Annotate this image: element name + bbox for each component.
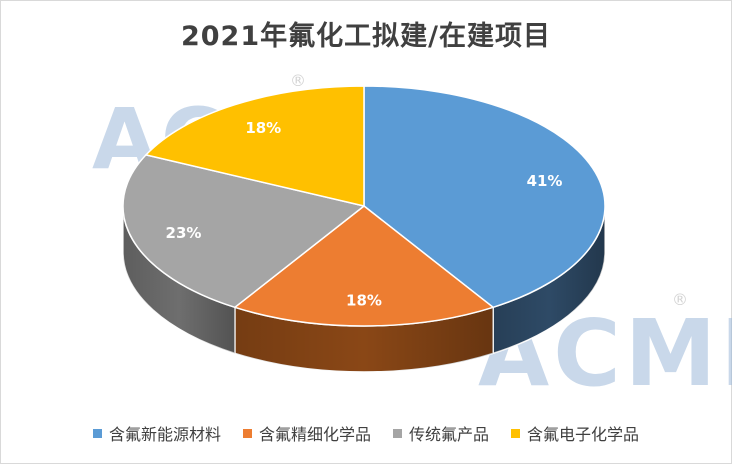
legend-swatch	[511, 428, 521, 438]
legend-item-electronic: 含氟电子化学品	[511, 421, 639, 445]
pie-top-layer	[122, 85, 606, 327]
legend-label: 含氟电子化学品	[527, 425, 640, 444]
legend-label: 传统氟产品	[409, 425, 490, 444]
legend-swatch	[242, 428, 252, 438]
svg-text:®: ®	[672, 290, 688, 309]
legend-label: 含氟精细化学品	[258, 425, 371, 444]
legend-swatch	[393, 428, 402, 438]
svg-text:®: ®	[290, 71, 306, 90]
pie-label-layer: 41% 18% 23% 18%	[166, 119, 563, 310]
pie-slice-new-energy	[363, 85, 606, 309]
pie-label-new-energy: 41%	[527, 172, 563, 190]
pie-side-shade	[123, 206, 235, 354]
legend-label: 含氟新能源材料	[108, 425, 221, 444]
pie-slice-fine-chemicals	[234, 205, 494, 327]
legend-item-new-energy: 含氟新能源材料	[92, 421, 221, 445]
legend-item-traditional: 传统氟产品	[393, 421, 489, 445]
pie-side-shade	[234, 307, 494, 372]
legend-swatch	[92, 428, 102, 438]
pie-label-fine-chemicals: 18%	[346, 292, 382, 310]
chart-title: 2021年氟化工拟建/在建项目	[180, 21, 551, 52]
pie-side-layer	[122, 205, 606, 373]
pie-label-electronic: 18%	[245, 119, 281, 137]
legend-item-fine-chemicals: 含氟精细化学品	[242, 421, 371, 445]
pie-label-traditional: 23%	[166, 224, 202, 242]
pie-slice-traditional	[122, 154, 365, 309]
legend: 含氟新能源材料 含氟精细化学品 传统氟产品 含氟电子化学品	[0, 421, 732, 445]
pie-side-shade	[493, 206, 605, 354]
pie-slice-electronic	[145, 85, 365, 207]
